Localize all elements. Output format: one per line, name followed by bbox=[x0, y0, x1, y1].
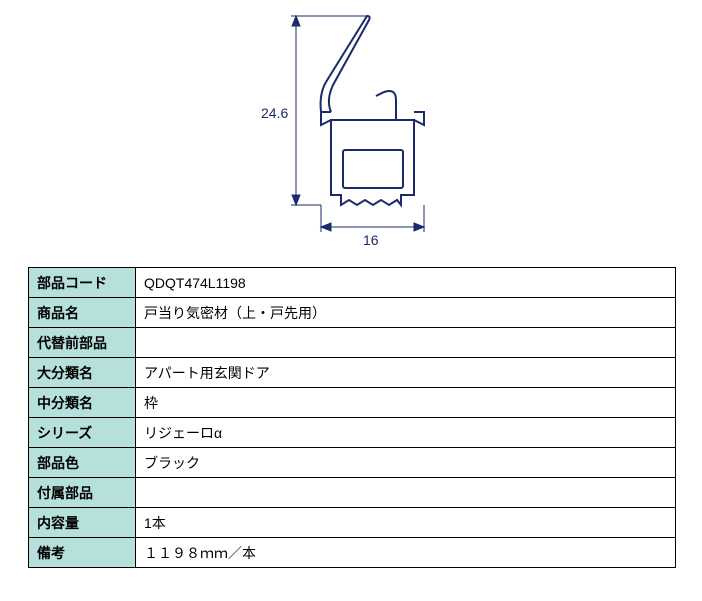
table-row: 商品名 戸当り気密材（上・戸先用） bbox=[29, 298, 676, 328]
spec-table: 部品コード QDQT474L1198 商品名 戸当り気密材（上・戸先用） 代替前… bbox=[28, 267, 676, 568]
row-value: 枠 bbox=[136, 388, 676, 418]
table-row: 中分類名 枠 bbox=[29, 388, 676, 418]
row-value: QDQT474L1198 bbox=[136, 268, 676, 298]
row-label: 部品色 bbox=[29, 448, 136, 478]
dim-height-value: 24.6 bbox=[261, 105, 288, 121]
row-label: 備考 bbox=[29, 538, 136, 568]
table-row: 部品色 ブラック bbox=[29, 448, 676, 478]
table-row: 代替前部品 bbox=[29, 328, 676, 358]
row-label: 代替前部品 bbox=[29, 328, 136, 358]
row-value: ブラック bbox=[136, 448, 676, 478]
table-row: 備考 １１９８ｍｍ／本 bbox=[29, 538, 676, 568]
row-label: 部品コード bbox=[29, 268, 136, 298]
table-row: 内容量 1本 bbox=[29, 508, 676, 538]
row-label: 付属部品 bbox=[29, 478, 136, 508]
page-root: 24.6 16 部品コード QDQT474L1198 商品名 戸当り気密材（上・… bbox=[0, 0, 702, 601]
row-value bbox=[136, 478, 676, 508]
table-row: 大分類名 アパート用玄関ドア bbox=[29, 358, 676, 388]
row-label: 商品名 bbox=[29, 298, 136, 328]
row-label: 内容量 bbox=[29, 508, 136, 538]
row-value: 1本 bbox=[136, 508, 676, 538]
row-value: １１９８ｍｍ／本 bbox=[136, 538, 676, 568]
row-label: 中分類名 bbox=[29, 388, 136, 418]
dim-width-value: 16 bbox=[363, 232, 379, 248]
row-label: シリーズ bbox=[29, 418, 136, 448]
row-value bbox=[136, 328, 676, 358]
row-label: 大分類名 bbox=[29, 358, 136, 388]
table-row: 部品コード QDQT474L1198 bbox=[29, 268, 676, 298]
cross-section-diagram: 24.6 16 bbox=[201, 0, 501, 250]
table-row: 付属部品 bbox=[29, 478, 676, 508]
diagram-area: 24.6 16 bbox=[0, 0, 702, 260]
row-value: アパート用玄関ドア bbox=[136, 358, 676, 388]
row-value: 戸当り気密材（上・戸先用） bbox=[136, 298, 676, 328]
row-value: リジェーロα bbox=[136, 418, 676, 448]
table-row: シリーズ リジェーロα bbox=[29, 418, 676, 448]
